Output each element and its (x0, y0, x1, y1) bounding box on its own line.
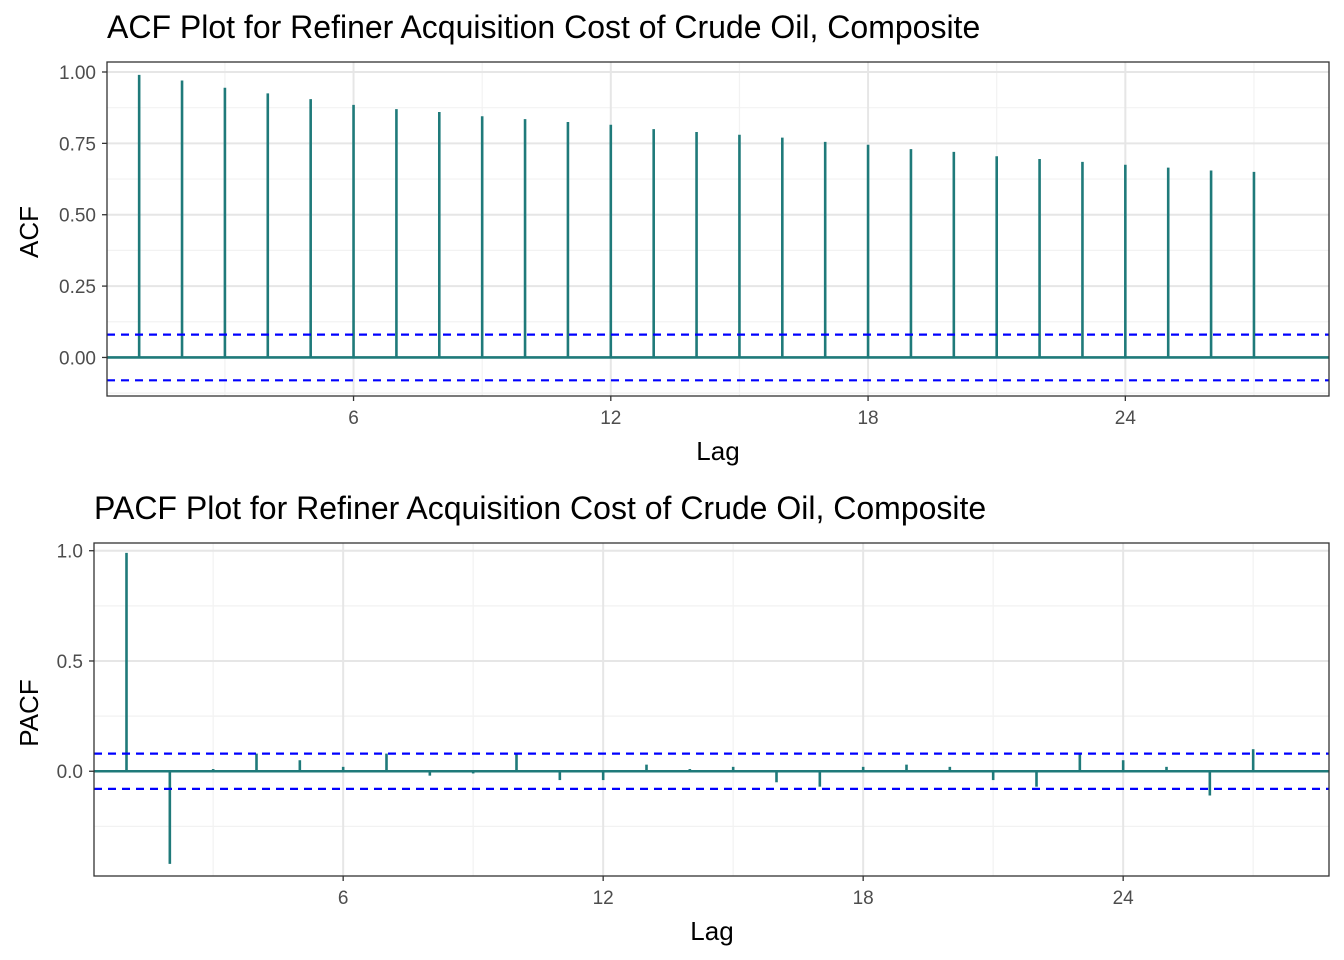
pacf-y-tick-label: 0.0 (57, 762, 83, 783)
acf-panel-border (106, 61, 1330, 397)
pacf-y-tick-label: 1.0 (57, 542, 83, 563)
pacf-title: PACF Plot for Refiner Acquisition Cost o… (94, 490, 986, 526)
pacf-x-tick-label: 12 (593, 888, 614, 909)
acf-x-tick-label: 12 (600, 408, 621, 429)
pacf-x-tick-label: 6 (338, 888, 349, 909)
acf-y-tick-label: 0.50 (59, 206, 96, 227)
acf-y-tick-label: 0.75 (59, 134, 96, 155)
acf-x-axis-title: Lag (696, 436, 739, 466)
pacf-y-tick-label: 0.5 (57, 652, 83, 673)
acf-y-tick-label: 0.25 (59, 277, 96, 298)
pacf-x-tick-label: 18 (853, 888, 874, 909)
acf-panel: 0.00 0.25 0.50 0.75 1.00 6 12 18 24 (59, 61, 1330, 429)
acf-title: ACF Plot for Refiner Acquisition Cost of… (107, 9, 980, 45)
acf-x-tick-label: 6 (348, 408, 359, 429)
pacf-x-axis-title: Lag (690, 916, 733, 946)
pacf-y-axis-title: PACF (14, 679, 44, 746)
pacf-x-tick-label: 24 (1113, 888, 1135, 909)
pacf-panel-border (93, 542, 1330, 877)
acf-y-tick-label: 1.00 (59, 63, 96, 84)
pacf-panel: 0.0 0.5 1.0 6 12 18 24 (57, 542, 1330, 909)
acf-y-tick-label: 0.00 (59, 348, 96, 369)
acf-x-tick-label: 18 (857, 408, 878, 429)
acf-y-axis-title: ACF (14, 206, 44, 258)
acf-x-tick-label: 24 (1115, 408, 1137, 429)
